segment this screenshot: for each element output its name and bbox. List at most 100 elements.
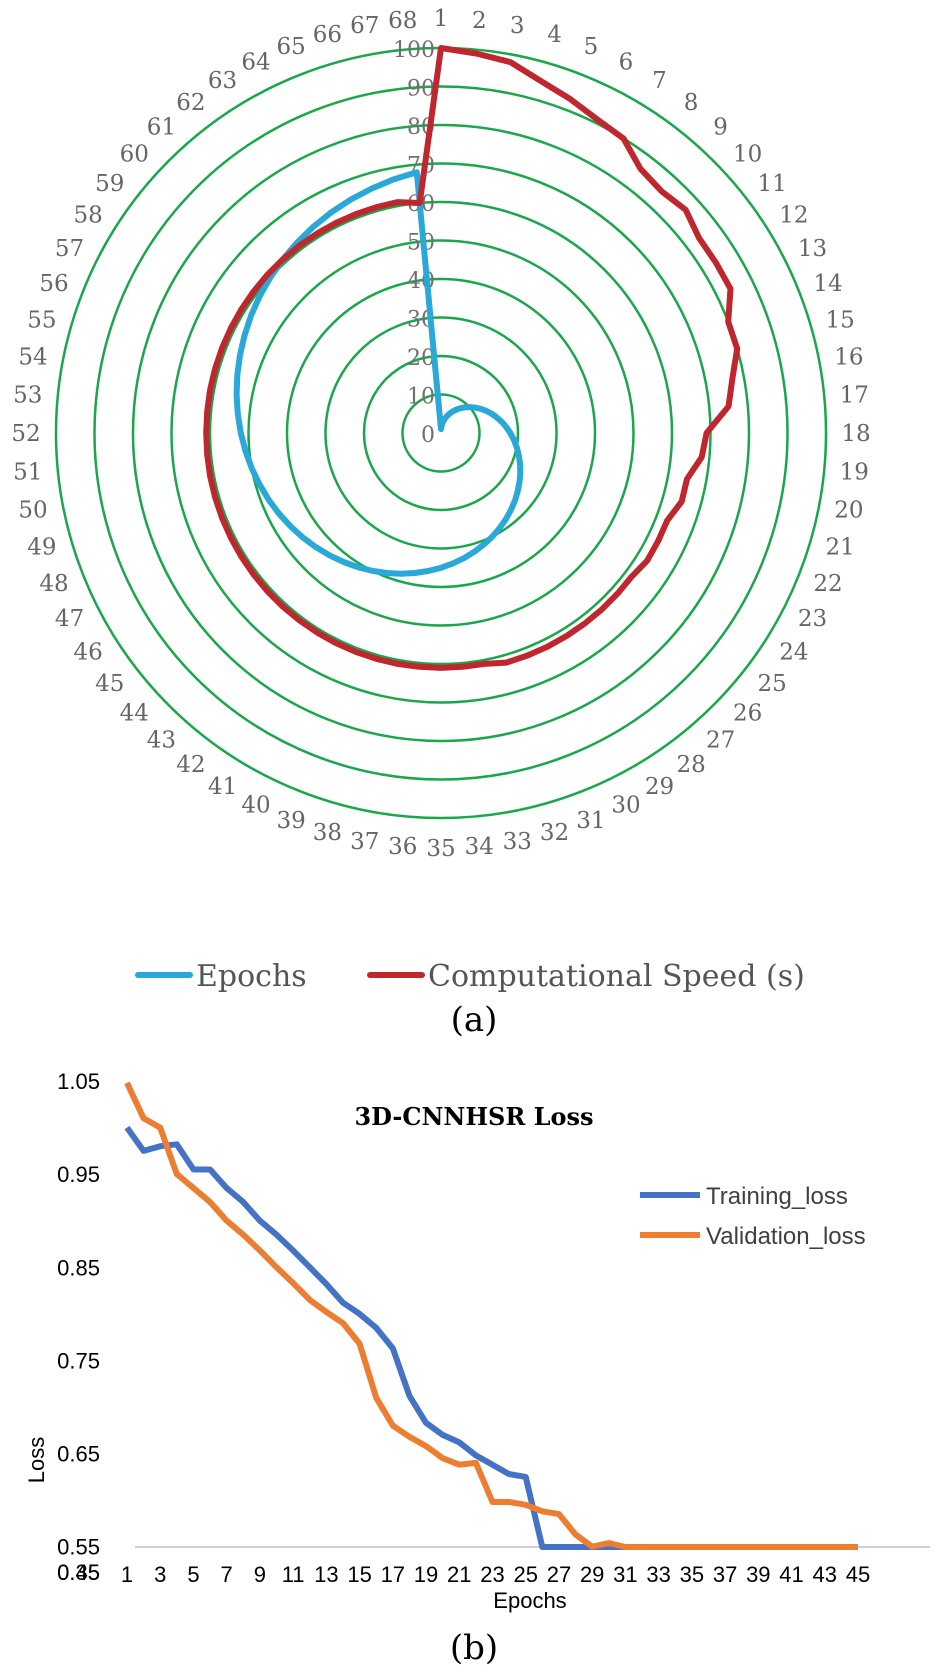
radar-category-label-18: 18 bbox=[841, 421, 870, 447]
loss-x-tick-29: 29 bbox=[580, 1562, 604, 1587]
loss-y-tick-labels: 0.350.450.55 0.65 0.75 0.85 0.95 1.05 bbox=[57, 1069, 100, 1585]
caption-a: (a) bbox=[450, 1000, 498, 1040]
radar-category-label-66: 66 bbox=[313, 22, 342, 48]
caption-b: (b) bbox=[449, 1628, 499, 1668]
loss-x-tick-13: 13 bbox=[314, 1562, 338, 1587]
radar-category-label-56: 56 bbox=[39, 271, 68, 297]
radar-category-label-21: 21 bbox=[826, 535, 855, 561]
loss-x-tick-17: 17 bbox=[381, 1562, 405, 1587]
legend-training-loss-label: Training_loss bbox=[706, 1183, 848, 1210]
radar-category-label-20: 20 bbox=[834, 497, 863, 523]
radar-category-label-16: 16 bbox=[834, 345, 863, 371]
radar-category-label-29: 29 bbox=[645, 774, 674, 800]
loss-x-tick-43: 43 bbox=[813, 1562, 837, 1587]
radar-category-label-8: 8 bbox=[684, 90, 699, 116]
radar-category-label-15: 15 bbox=[826, 307, 855, 333]
loss-series-validation-line bbox=[124, 1081, 858, 1550]
loss-x-tick-33: 33 bbox=[646, 1562, 670, 1587]
radar-category-label-10: 10 bbox=[733, 141, 762, 167]
radar-category-label-58: 58 bbox=[74, 203, 103, 229]
radar-category-label-61: 61 bbox=[147, 114, 176, 140]
loss-x-tick-39: 39 bbox=[746, 1562, 770, 1587]
loss-x-tick-3: 3 bbox=[154, 1562, 166, 1587]
radar-category-label-49: 49 bbox=[27, 535, 56, 561]
radar-category-label-34: 34 bbox=[465, 834, 494, 860]
radar-category-label-43: 43 bbox=[147, 728, 176, 754]
radar-grid-ring-30 bbox=[324, 316, 558, 550]
loss-y-tick-0.75: 0.75 bbox=[57, 1348, 100, 1373]
radar-category-label-60: 60 bbox=[120, 141, 149, 167]
radar-category-label-30: 30 bbox=[611, 792, 640, 818]
loss-x-tick-9: 9 bbox=[254, 1562, 266, 1587]
radar-category-label-23: 23 bbox=[798, 606, 827, 632]
radar-legend: Epochs Computational Speed (s) bbox=[135, 959, 805, 994]
loss-x-tick-35: 35 bbox=[680, 1562, 704, 1587]
radar-category-label-51: 51 bbox=[13, 459, 42, 485]
loss-line-chart: 3D-CNNHSR Loss Loss Epochs 0.350.450.550… bbox=[24, 1069, 930, 1613]
radar-series bbox=[203, 45, 741, 671]
radar-category-label-68: 68 bbox=[388, 8, 417, 34]
radar-category-label-22: 22 bbox=[813, 571, 842, 597]
radar-category-label-44: 44 bbox=[120, 701, 149, 727]
radar-grid-ring-90 bbox=[93, 85, 789, 781]
radar-category-label-63: 63 bbox=[208, 68, 237, 94]
radar-radial-tick-90: 90 bbox=[407, 77, 435, 102]
radar-series-computational-speed-line bbox=[203, 45, 741, 671]
radar-category-label-12: 12 bbox=[779, 203, 808, 229]
loss-x-tick-21: 21 bbox=[447, 1562, 471, 1587]
radar-category-label-9: 9 bbox=[713, 114, 728, 140]
radar-grid-ring-10 bbox=[401, 393, 481, 473]
radar-category-label-24: 24 bbox=[779, 639, 808, 665]
legend-validation-loss-label: Validation_loss bbox=[706, 1223, 866, 1250]
legend-epochs-label: Epochs bbox=[196, 959, 307, 994]
radar-category-label-53: 53 bbox=[13, 383, 42, 409]
radar-grid-ring-40 bbox=[285, 277, 597, 589]
radar-category-label-14: 14 bbox=[813, 271, 842, 297]
radar-category-labels: 1 2 3 4 567891011121314151617181920212223242… bbox=[11, 6, 870, 862]
radar-grid-ring-50 bbox=[247, 239, 635, 627]
radar-category-label-50: 50 bbox=[18, 497, 47, 523]
radar-category-label-38: 38 bbox=[313, 820, 342, 846]
radar-grid-ring-20 bbox=[362, 354, 520, 512]
radar-category-label-1: 1 bbox=[434, 6, 449, 32]
radar-grid bbox=[54, 46, 828, 820]
legend-computational-speed-label: Computational Speed (s) bbox=[428, 959, 805, 994]
radar-category-label-33: 33 bbox=[503, 829, 532, 855]
radar-category-label-37: 37 bbox=[350, 829, 379, 855]
loss-x-tick-45: 45 bbox=[846, 1562, 870, 1587]
radar-category-label-41: 41 bbox=[208, 774, 237, 800]
radar-category-label-67: 67 bbox=[350, 13, 379, 39]
radar-radial-tick-0: 0 bbox=[421, 423, 435, 448]
radar-category-label-36: 36 bbox=[388, 834, 417, 860]
loss-y-tick-0.55: 0.55 bbox=[57, 1535, 100, 1560]
radar-category-label-35: 35 bbox=[426, 836, 455, 862]
radar-category-label-7: 7 bbox=[652, 68, 667, 94]
radar-category-label-48: 48 bbox=[39, 571, 68, 597]
radar-category-label-26: 26 bbox=[733, 701, 762, 727]
radar-category-label-47: 47 bbox=[55, 606, 84, 632]
radar-category-label-59: 59 bbox=[95, 171, 124, 197]
radar-radial-tick-100: 100 bbox=[393, 38, 435, 63]
radar-category-label-28: 28 bbox=[676, 752, 705, 778]
radar-category-label-62: 62 bbox=[176, 90, 205, 116]
radar-category-label-65: 65 bbox=[276, 34, 305, 60]
radar-category-label-5: 5 bbox=[584, 34, 599, 60]
radar-category-label-13: 13 bbox=[798, 236, 827, 262]
radar-category-label-31: 31 bbox=[576, 808, 605, 834]
loss-x-tick-7: 7 bbox=[221, 1562, 233, 1587]
radar-category-label-2: 2 bbox=[472, 8, 487, 34]
radar-radial-tick-20: 20 bbox=[407, 346, 435, 371]
radar-category-label-11: 11 bbox=[758, 171, 787, 197]
radar-grid-ring-80 bbox=[131, 123, 751, 743]
radar-radial-tick-10: 10 bbox=[407, 385, 435, 410]
loss-y-axis-label: Loss bbox=[24, 1437, 49, 1483]
radar-category-label-19: 19 bbox=[840, 459, 869, 485]
radar-category-label-54: 54 bbox=[18, 345, 47, 371]
radar-category-label-40: 40 bbox=[241, 792, 270, 818]
loss-chart-title: 3D-CNNHSR Loss bbox=[354, 1102, 593, 1131]
loss-y-tick-0.65: 0.65 bbox=[57, 1442, 100, 1467]
radar-grid-ring-70 bbox=[170, 162, 712, 704]
loss-series bbox=[124, 1081, 858, 1550]
